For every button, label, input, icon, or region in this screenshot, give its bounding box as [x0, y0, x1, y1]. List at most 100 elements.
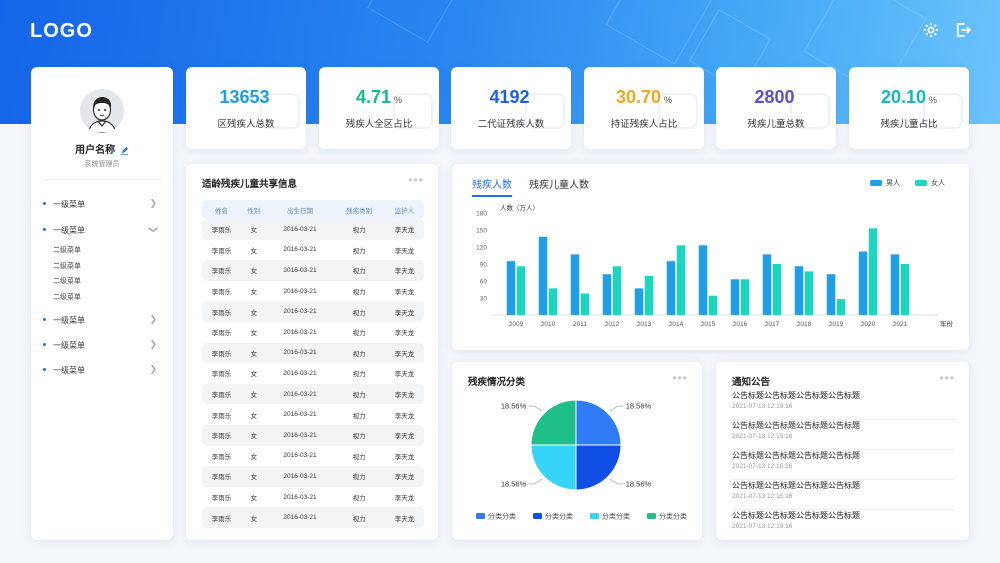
- bar-female: [868, 228, 878, 315]
- notice-item[interactable]: 公告标题公告标题公告标题公告标题 2021-07-13 12:15:16: [732, 390, 955, 420]
- column-header[interactable]: 残疾类别: [333, 200, 386, 219]
- table-row[interactable]: 李雨乐女 2016-03-21 视力 李天龙: [202, 363, 424, 384]
- sidebar-submenu-item[interactable]: 二级菜单: [53, 263, 81, 270]
- table-cell: 视力: [352, 495, 366, 503]
- table-cell: 李天龙: [394, 495, 415, 503]
- avatar[interactable]: [80, 89, 124, 133]
- table-cell: 李天龙: [385, 219, 424, 240]
- column-header[interactable]: 性别: [240, 200, 267, 219]
- bar-female: [580, 293, 590, 315]
- chevron-right-icon: ❯: [149, 339, 157, 349]
- table-cell: 李雨乐: [202, 466, 241, 487]
- bar-male: [762, 254, 772, 315]
- notice-item[interactable]: 公告标题公告标题公告标题公告标题 2021-07-13 12:15:16: [732, 420, 955, 450]
- table-cell: 李雨乐: [211, 453, 232, 461]
- table-cell: 李天龙: [385, 383, 424, 405]
- legend-label: 分类分类: [659, 512, 687, 521]
- notice-date: 2021-07-13 12:15:16: [732, 403, 793, 410]
- more-icon[interactable]: •••: [672, 371, 688, 385]
- tab-disabled-children[interactable]: 残疾儿童人数: [529, 180, 589, 191]
- table-cell: 视力: [352, 247, 366, 255]
- table-cell: 2016-03-21: [283, 411, 317, 419]
- more-icon[interactable]: •••: [939, 371, 955, 385]
- column-header[interactable]: 姓名: [202, 200, 241, 219]
- sidebar-menu-item[interactable]: 一级菜单 ❯: [43, 362, 157, 378]
- bullet-dot: [43, 368, 46, 371]
- sidebar-submenu-item[interactable]: 二级菜单: [53, 294, 81, 301]
- pie-data-label: 18.56%: [501, 479, 527, 488]
- column-header[interactable]: 出生日期: [266, 200, 334, 219]
- table-cell: 2016-03-21: [266, 219, 334, 240]
- notice-date: 2021-07-13 12:15:16: [732, 433, 793, 440]
- table-cell: 2016-03-21: [283, 246, 317, 254]
- logo[interactable]: LOGO: [30, 20, 93, 42]
- notice-title: 公告标题公告标题公告标题公告标题: [732, 391, 860, 400]
- table-row[interactable]: 李雨乐女 2016-03-21 视力 李天龙: [202, 281, 424, 302]
- card-decoration: [790, 93, 830, 129]
- table-row[interactable]: 李雨乐女 2016-03-21 视力 李天龙: [202, 301, 424, 322]
- table-row[interactable]: 李雨乐女 2016-03-21 视力 李天龙: [202, 487, 424, 508]
- bar-female: [836, 299, 846, 315]
- x-tick-label: 2009: [509, 321, 524, 328]
- table-row[interactable]: 李雨乐女 2016-03-21 视力 李天龙: [202, 446, 424, 467]
- card-decoration: [923, 93, 963, 129]
- table-row[interactable]: 李雨乐女 2016-03-21 视力 李天龙: [202, 424, 424, 446]
- more-icon[interactable]: •••: [408, 173, 424, 187]
- table-row[interactable]: 李雨乐女 2016-03-21 视力 李天龙: [202, 240, 424, 261]
- sidebar-menu-item[interactable]: 一级菜单 ❯: [43, 222, 159, 238]
- bullet-dot: [43, 228, 46, 231]
- logout-icon[interactable]: [954, 21, 972, 39]
- table-row[interactable]: 李雨乐女 2016-03-21 视力 李天龙: [202, 383, 424, 405]
- sidebar-menu-item[interactable]: 一级菜单 ❯: [43, 312, 157, 328]
- notice-item[interactable]: 公告标题公告标题公告标题公告标题 2021-07-13 12:15:16: [732, 510, 955, 540]
- x-tick-label: 2017: [765, 321, 780, 328]
- table-cell: 2016-03-21: [283, 328, 317, 336]
- gear-icon[interactable]: [922, 21, 940, 39]
- table-cell: 李雨乐: [211, 330, 232, 338]
- sidebar-menu-item[interactable]: 一级菜单 ❯: [43, 337, 157, 353]
- stat-card: 20.10% 残疾儿童占比: [849, 67, 969, 149]
- table-row[interactable]: 李雨乐女 2016-03-21 视力 李天龙: [202, 322, 424, 343]
- notice-item[interactable]: 公告标题公告标题公告标题公告标题 2021-07-13 12:15:16: [732, 480, 955, 510]
- pencil-icon[interactable]: [120, 146, 129, 155]
- table-cell: 李雨乐: [211, 412, 232, 420]
- pie-leader-line: [528, 478, 543, 485]
- table-cell: 2016-03-21: [266, 342, 334, 364]
- table-cell: 女: [250, 495, 258, 503]
- table-cell: 女: [240, 466, 267, 487]
- table-cell: 李雨乐: [202, 219, 241, 240]
- table-cell: 2016-03-21: [266, 260, 334, 281]
- stat-label: 区残疾人总数: [217, 119, 275, 130]
- tab-disabled-people[interactable]: 残疾人数: [472, 176, 512, 197]
- stat-card: 13653 区残疾人总数: [186, 67, 306, 149]
- bar-female: [676, 245, 686, 315]
- card-decoration: [260, 93, 300, 129]
- notice-item[interactable]: 公告标题公告标题公告标题公告标题 2021-07-13 12:15:16: [732, 450, 955, 480]
- y-tick-label: 30: [480, 296, 488, 303]
- table-cell: 李天龙: [385, 424, 424, 446]
- table-row[interactable]: 李雨乐女 2016-03-21 视力 李天龙: [202, 219, 424, 240]
- legend-swatch: [647, 513, 656, 519]
- stat-card: 30.70% 持证残疾人占比: [584, 67, 704, 149]
- pie-chart-panel: 残疾情况分类 ••• 18.56% 18.56% 18.56% 18.56% 分类分类 分…: [452, 362, 702, 540]
- column-header[interactable]: 监护人: [385, 200, 424, 219]
- sidebar-submenu-item[interactable]: 二级菜单: [53, 247, 81, 254]
- bar-chart: 30 60 90 120 150 180 人数（万人） 年份 2009 2010 2011 2012 2…: [476, 203, 953, 328]
- x-tick-label: 2015: [701, 321, 716, 328]
- table-cell: 女: [240, 301, 267, 322]
- table-row[interactable]: 李雨乐女 2016-03-21 视力 李天龙: [202, 466, 424, 487]
- table-row[interactable]: 李雨乐女 2016-03-21 视力 李天龙: [202, 507, 424, 528]
- sidebar-menu-item[interactable]: 一级菜单 ❯: [43, 196, 157, 212]
- sidebar-submenu-item[interactable]: 二级菜单: [53, 278, 81, 285]
- legend-item: 男人: [870, 178, 900, 188]
- divider: [43, 179, 161, 180]
- table-cell: 李天龙: [385, 342, 424, 364]
- table-row[interactable]: 李雨乐女 2016-03-21 视力 李天龙: [202, 404, 424, 425]
- legend-swatch: [533, 513, 542, 519]
- table-row[interactable]: 李雨乐女 2016-03-21 视力 李天龙: [202, 260, 424, 281]
- pie-leader-line: [528, 405, 543, 412]
- bar-female: [548, 288, 558, 315]
- table-cell: 视力: [352, 412, 366, 420]
- bar-male: [730, 279, 740, 315]
- table-row[interactable]: 李雨乐女 2016-03-21 视力 李天龙: [202, 342, 424, 364]
